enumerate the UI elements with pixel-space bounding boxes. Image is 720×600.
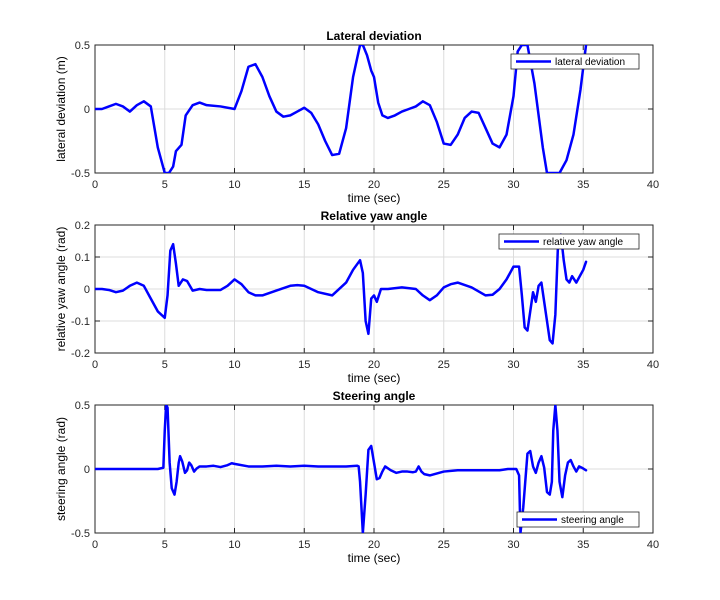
x-tick-label: 40 [647, 539, 659, 551]
legend-box [510, 53, 640, 70]
x-axis-label: time (sec) [348, 191, 401, 205]
y-tick-label: -0.2 [71, 348, 90, 360]
y-tick-label: 0.5 [75, 400, 90, 412]
x-tick-label: 10 [228, 359, 240, 371]
x-tick-label: 0 [92, 539, 98, 551]
x-tick-label: 30 [507, 539, 519, 551]
x-tick-label: 5 [162, 539, 168, 551]
y-tick-label: 0.1 [75, 252, 90, 264]
x-tick-label: 25 [438, 359, 450, 371]
series-line-1 [95, 45, 588, 173]
legend-box [516, 511, 640, 528]
chart-title: Lateral deviation [326, 29, 421, 43]
y-tick-label: -0.1 [71, 316, 90, 328]
x-tick-label: 20 [368, 179, 380, 191]
x-tick-label: 0 [92, 179, 98, 191]
series-line-1 [95, 405, 588, 533]
x-tick-label: 35 [577, 179, 589, 191]
x-tick-label: 30 [507, 179, 519, 191]
y-axis-label: lateral deviation (m) [54, 56, 68, 161]
y-tick-label: -0.5 [71, 168, 90, 180]
x-tick-label: 5 [162, 359, 168, 371]
legend-label: relative yaw angle [543, 237, 623, 248]
chart-panel-2: 0 5 10 15 20 25 30 35 40 -0.2 -0.1 0 0.1 0.2 Relative … [54, 209, 659, 385]
y-tick-label: 0 [84, 464, 90, 476]
y-tick-label: 0.2 [75, 220, 90, 232]
y-axis-label: relative yaw angle (rad) [54, 227, 68, 352]
chart-title: Relative yaw angle [321, 209, 428, 223]
y-axis-label: steering angle (rad) [54, 417, 68, 521]
x-tick-label: 35 [577, 539, 589, 551]
x-tick-label: 25 [438, 179, 450, 191]
legend-label: steering angle [561, 515, 624, 526]
y-tick-label: 0 [84, 284, 90, 296]
x-axis-label: time (sec) [348, 371, 401, 385]
chart-title: Steering angle [333, 389, 416, 403]
legend: steering angle [516, 511, 640, 528]
x-tick-label: 40 [647, 359, 659, 371]
x-tick-label: 40 [647, 179, 659, 191]
x-tick-label: 25 [438, 539, 450, 551]
series-line-1 [95, 233, 588, 345]
y-tick-label: -0.5 [71, 528, 90, 540]
x-tick-label: 10 [228, 539, 240, 551]
x-tick-label: 30 [507, 359, 519, 371]
x-tick-label: 20 [368, 359, 380, 371]
x-axis-label: time (sec) [348, 551, 401, 565]
x-tick-label: 0 [92, 359, 98, 371]
x-tick-label: 10 [228, 179, 240, 191]
x-tick-label: 20 [368, 539, 380, 551]
legend-box [498, 233, 640, 250]
x-tick-label: 15 [298, 539, 310, 551]
legend: lateral deviation [510, 53, 640, 70]
y-tick-label: 0 [84, 104, 90, 116]
x-tick-label: 35 [577, 359, 589, 371]
legend-label: lateral deviation [555, 57, 625, 68]
x-tick-label: 5 [162, 179, 168, 191]
x-tick-label: 15 [298, 179, 310, 191]
y-tick-label: 0.5 [75, 40, 90, 52]
legend: relative yaw angle [498, 233, 640, 250]
x-tick-label: 15 [298, 359, 310, 371]
grid-lines [95, 45, 653, 173]
